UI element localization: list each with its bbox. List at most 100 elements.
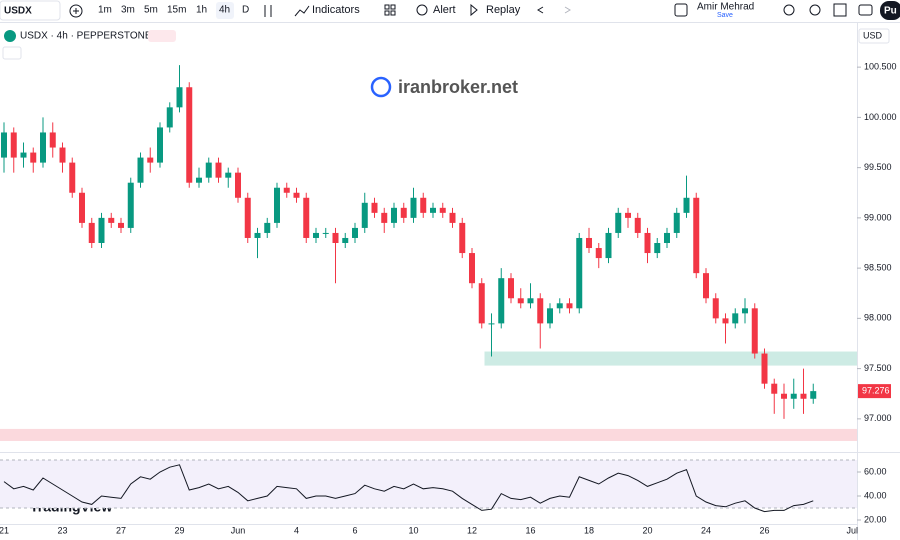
- candle-body: [254, 232, 261, 238]
- x-tick-label: Jun: [231, 525, 246, 535]
- candle-body: [781, 393, 787, 399]
- candle-body: [595, 248, 602, 259]
- y-tick-label: 100.500: [864, 62, 897, 72]
- candle-body: [537, 298, 544, 324]
- replay-button[interactable]: Replay: [486, 4, 521, 16]
- gear-icon[interactable]: [809, 4, 821, 16]
- candle-body: [157, 127, 163, 163]
- candle-body: [469, 253, 475, 284]
- candle-body: [381, 212, 388, 223]
- rsi-tick-label: 60.00: [864, 466, 887, 476]
- add-icon: [73, 8, 79, 14]
- candle-body: [761, 353, 768, 384]
- candle-body: [576, 237, 583, 309]
- candle-body: [771, 383, 778, 394]
- candle-body: [79, 192, 85, 223]
- candle-body: [586, 237, 592, 249]
- currency-box[interactable]: [858, 28, 890, 44]
- publish-label[interactable]: Pu: [884, 6, 897, 17]
- user-name[interactable]: Amir Mehrad: [697, 2, 754, 13]
- candle-body: [810, 391, 817, 399]
- candle-body: [790, 393, 797, 399]
- candle-body: [605, 232, 612, 259]
- candle-body: [498, 278, 505, 324]
- alert-icon: [416, 4, 428, 16]
- candle-body: [742, 308, 748, 314]
- candle-body: [49, 132, 56, 148]
- candle-body: [459, 222, 466, 254]
- candle-body: [137, 157, 144, 183]
- candle-body: [59, 147, 66, 163]
- candle-body: [654, 243, 661, 254]
- x-tick-label: 16: [525, 525, 535, 535]
- candle-body: [391, 207, 397, 223]
- indicators-button[interactable]: Indicators: [312, 4, 360, 16]
- candle-body: [196, 177, 202, 183]
- interval-button[interactable]: 15m: [167, 5, 186, 16]
- candle-body: [751, 308, 758, 354]
- x-tick-label: Jul: [846, 525, 858, 535]
- candle-body: [313, 232, 319, 238]
- snapshot-icon[interactable]: [858, 4, 873, 16]
- fullscreen-icon[interactable]: [833, 3, 847, 17]
- candle-body: [303, 197, 310, 238]
- save-label[interactable]: Save: [717, 12, 733, 19]
- candle-body: [322, 232, 329, 234]
- interval-button[interactable]: 5m: [144, 5, 158, 16]
- alert-button[interactable]: Alert: [433, 4, 456, 16]
- y-tick-label: 97.000: [864, 413, 892, 423]
- candle-body: [400, 207, 407, 218]
- rsi-tick-label: 40.00: [864, 490, 887, 500]
- candle-body: [449, 212, 456, 223]
- candle-body: [527, 298, 534, 304]
- candle-body: [186, 87, 193, 183]
- candle-body: [147, 157, 154, 163]
- interval-button[interactable]: D: [242, 5, 249, 16]
- x-tick-label: 27: [116, 525, 126, 535]
- collapse-button[interactable]: [2, 46, 22, 60]
- interval-button[interactable]: 4h: [219, 5, 230, 16]
- candle-body: [722, 318, 729, 324]
- undo[interactable]: [537, 6, 544, 14]
- interval-button[interactable]: 3m: [121, 5, 135, 16]
- candle-body: [625, 212, 631, 218]
- redo[interactable]: [564, 6, 571, 14]
- layout-save-icon[interactable]: [674, 3, 688, 17]
- x-tick-label: 20: [642, 525, 652, 535]
- x-tick-label: 23: [57, 525, 67, 535]
- candle-body: [283, 187, 290, 193]
- candle-body: [732, 313, 739, 324]
- candle-body: [166, 107, 173, 128]
- rsi-band: [0, 460, 857, 508]
- add-symbol[interactable]: [69, 4, 83, 18]
- candle-body: [566, 303, 573, 309]
- candle-body: [800, 393, 807, 399]
- interval-button[interactable]: 1m: [98, 5, 112, 16]
- candle-body: [205, 162, 212, 178]
- symbol[interactable]: USDX: [4, 6, 32, 17]
- settings-icon[interactable]: [783, 4, 795, 16]
- candle-body: [410, 197, 417, 218]
- candle-body: [478, 283, 485, 324]
- candle-body: [508, 278, 514, 299]
- symbol-search[interactable]: [0, 0, 61, 21]
- interval-button[interactable]: 1h: [196, 5, 207, 16]
- publish-button[interactable]: [880, 1, 900, 20]
- candle-body: [20, 152, 27, 158]
- y-tick-label: 100.000: [864, 112, 897, 122]
- x-tick-label: 18: [584, 525, 594, 535]
- candle-body: [88, 222, 95, 243]
- candle-body: [264, 222, 271, 233]
- chart-type-icon[interactable]: [264, 5, 272, 17]
- candle-body: [118, 222, 124, 228]
- layout-icon[interactable]: [384, 4, 390, 10]
- candle-body: [108, 217, 115, 223]
- currency[interactable]: USD: [863, 30, 883, 40]
- candle-body: [420, 197, 427, 213]
- candle-body: [371, 202, 378, 213]
- candle-body: [342, 237, 349, 243]
- candle-body: [488, 323, 495, 325]
- last-price: 97.276: [862, 385, 890, 395]
